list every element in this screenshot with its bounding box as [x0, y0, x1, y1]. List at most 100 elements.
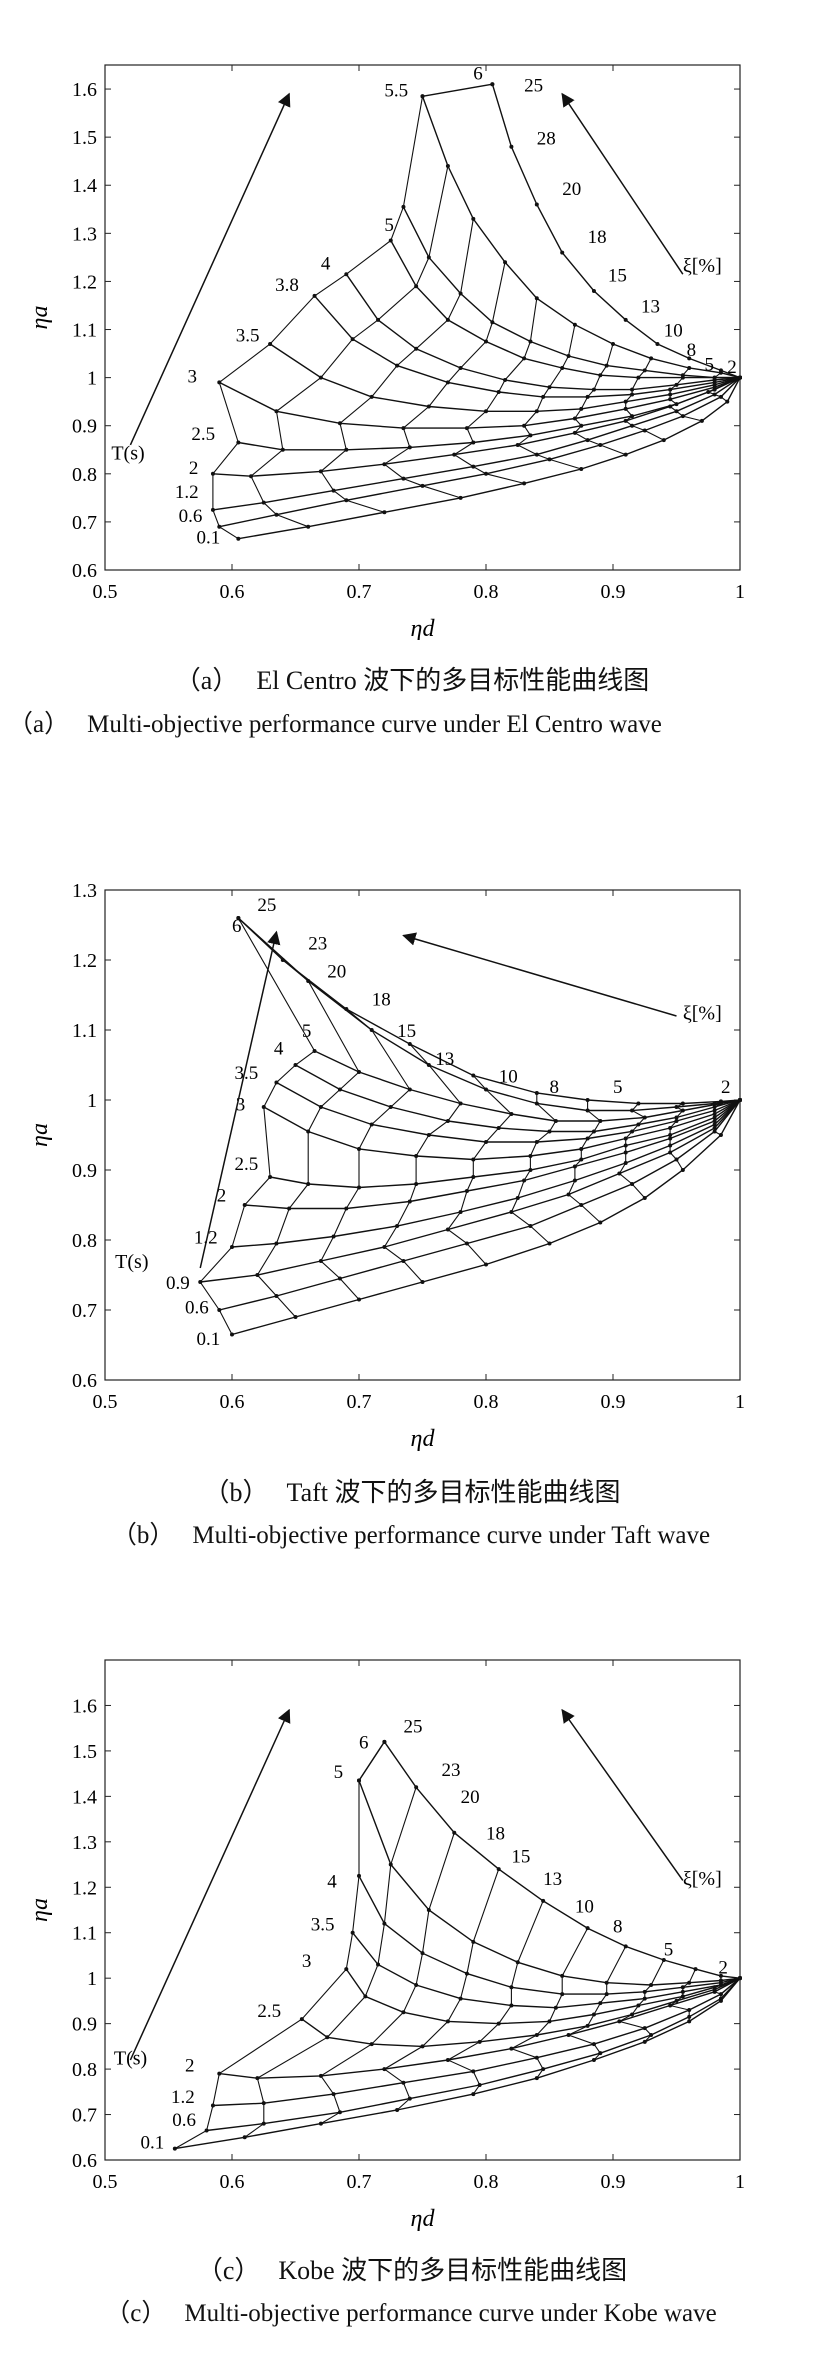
- caption-cn-tag-b: （b）: [203, 1478, 269, 1507]
- y-tick-label: 0.7: [72, 1300, 97, 1322]
- caption-en-c: （c） Multi-objective performance curve und…: [8, 2294, 814, 2334]
- x-axis-label: ηd: [411, 2206, 436, 2232]
- annotation-label: 6: [232, 916, 242, 937]
- annotation-label: 3.8: [275, 275, 299, 296]
- damping-line: [447, 1075, 513, 1265]
- caption-cn-a: （a） El Centro 波下的多目标性能曲线图: [0, 660, 824, 697]
- x-tick-label: 1: [735, 581, 745, 603]
- x-axis-label: ηd: [411, 616, 436, 640]
- caption-en-a: （a） Multi-objective performance curve und…: [8, 705, 814, 745]
- series-edge-point: [585, 1926, 590, 1931]
- damping-line: [320, 218, 474, 513]
- caption-cn-text-a: El Centro 波下的多目标性能曲线图: [256, 666, 650, 695]
- series-3-line: [218, 376, 741, 429]
- caption-cn-tag-c: （c）: [196, 2256, 261, 2285]
- annotation-label: 2.5: [235, 1154, 259, 1175]
- chart-c: 0.5 0.6 0.7 0.8 0.9 10.60.70.80.911.11.21.31.…: [27, 1659, 745, 2232]
- damping-line: [706, 372, 728, 403]
- annotation-label: 18: [588, 227, 607, 248]
- series-edge-point: [718, 1099, 723, 1104]
- annotation-label: 2.5: [191, 424, 215, 445]
- y-tick-label: 1: [87, 1090, 97, 1112]
- damping-line: [714, 1975, 722, 2001]
- panel-a: 0.5 0.6 0.7 0.8 0.9 1 0.6 0.7 0.8 0.9 1 1.1 1.2 1.3 1.…: [0, 0, 824, 780]
- damping-line: [446, 1900, 544, 2095]
- caption-cn-b: （b） Taft 波下的多目标性能曲线图: [0, 1472, 824, 1509]
- series-edge-line: [491, 83, 741, 379]
- damping-line: [669, 1103, 684, 1171]
- annotation-label: 3: [236, 1095, 246, 1116]
- annotation-label: 18: [486, 1824, 505, 1845]
- series-3-line: [263, 1099, 741, 1161]
- chart-a: 0.5 0.6 0.7 0.8 0.9 10.60.70.80.911.11.21.31.…: [27, 63, 745, 640]
- annotation-label: 3.5: [235, 1063, 259, 1084]
- annotation-label: 2: [217, 1186, 227, 1207]
- series-edge-point: [496, 1867, 501, 1872]
- damping-line: [624, 358, 665, 441]
- series-0.1-point: [522, 481, 527, 486]
- y-axis-label: ηa: [27, 1898, 53, 1922]
- y-tick-label: 1.2: [72, 950, 97, 972]
- series-edge-point: [623, 317, 628, 322]
- annotation-label: 15: [397, 1021, 416, 1042]
- x-tick-label: 0.5: [93, 581, 118, 603]
- annotation-label: 13: [641, 297, 660, 318]
- annotation-label: 25: [524, 75, 543, 96]
- caption-en-b: （b） Multi-objective performance curve und…: [8, 1516, 814, 1556]
- arrow: [199, 930, 281, 1269]
- y-tick-label: 0.8: [72, 2059, 97, 2081]
- annotation-label: 25: [257, 895, 276, 916]
- y-tick-label: 0.7: [72, 2105, 97, 2127]
- annotation-label: 2: [718, 1958, 728, 1979]
- arrow: [129, 92, 291, 446]
- period-label: T(s): [115, 1251, 148, 1273]
- series-edge-point: [738, 1976, 742, 1981]
- damping-line: [256, 959, 360, 1318]
- annotation-label: 13: [435, 1049, 454, 1070]
- damping-line: [320, 1008, 411, 1300]
- series-1.2-line: [212, 377, 741, 511]
- annotation-label: 23: [442, 1760, 461, 1781]
- annotation-label: 4: [274, 1039, 284, 1060]
- x-tick-label: 0.7: [347, 1391, 372, 1413]
- series-edge-point: [509, 144, 514, 149]
- arrow: [129, 1708, 291, 2061]
- annotation-label: 4: [321, 253, 331, 274]
- caption-cn-text-c: Kobe 波下的多目标性能曲线图: [278, 2256, 628, 2285]
- annotation-label: 4: [327, 1871, 337, 1892]
- series-edge-point: [560, 250, 565, 255]
- y-tick-label: 0.6: [72, 560, 97, 582]
- series-0.1-point: [661, 438, 666, 443]
- annotation-label: 6: [473, 63, 483, 84]
- annotation-label: 2: [727, 357, 737, 378]
- series-edge-line: [383, 1741, 741, 1979]
- y-tick-label: 0.9: [72, 416, 97, 438]
- annotation-label: 0.1: [196, 1329, 220, 1350]
- series-edge-point: [623, 1944, 628, 1949]
- damping-label: ξ[%]: [683, 1868, 722, 1890]
- x-tick-label: 0.8: [474, 1391, 499, 1413]
- damping-label: ξ[%]: [683, 255, 722, 277]
- y-tick-label: 0.8: [72, 1230, 97, 1252]
- series-edge-point: [534, 202, 539, 207]
- y-tick-label: 1.2: [72, 271, 97, 293]
- x-axis-label: ηd: [411, 1426, 436, 1452]
- panel-b: 0.5 0.6 0.7 0.8 0.9 1 0.6 0.7 0.8 0.9 1 1.1 1.2 1.3 ηd…: [0, 840, 824, 1560]
- damping-line: [212, 96, 424, 540]
- series-6-point: [649, 356, 654, 361]
- damping-line: [510, 1093, 557, 1244]
- y-tick-label: 1.4: [72, 175, 97, 197]
- annotation-label: 1.2: [175, 482, 199, 503]
- period-label: T(s): [111, 442, 144, 464]
- annotation-label: 15: [511, 1846, 530, 1867]
- annotation-label: 2.5: [257, 2001, 281, 2022]
- plot-frame: [104, 1659, 741, 2161]
- damping-line: [244, 1787, 417, 2138]
- series-edge-point: [693, 1967, 698, 1972]
- series-0.1-point: [306, 524, 311, 529]
- annotation-label: 10: [664, 321, 683, 342]
- damping-line: [199, 917, 316, 1335]
- x-tick-label: 1: [735, 1391, 745, 1413]
- damping-line: [174, 1741, 385, 2150]
- caption-en-text-c: Multi-objective performance curve under …: [184, 2300, 717, 2327]
